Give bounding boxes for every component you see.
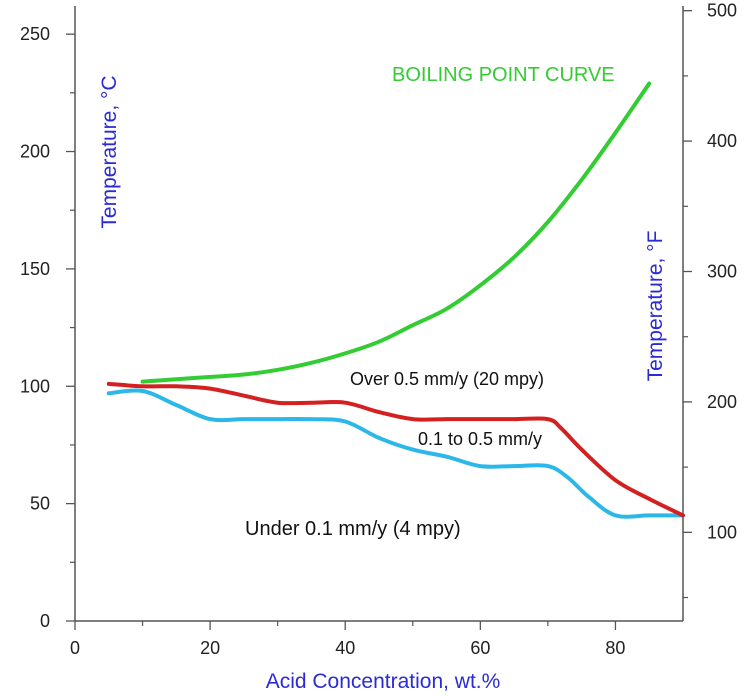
y-right-tick-label: 200 xyxy=(707,392,737,412)
y-tick-label: 100 xyxy=(20,376,50,396)
x-tick-label: 20 xyxy=(200,638,220,658)
series-layer xyxy=(106,81,685,519)
y-tick-label: 50 xyxy=(30,494,50,514)
x-tick-label: 60 xyxy=(470,638,490,658)
y-tick-label: 200 xyxy=(20,142,50,162)
x-tick-label: 40 xyxy=(335,638,355,658)
annotation-mid: 0.1 to 0.5 mm/y xyxy=(418,429,542,449)
y-right-tick-label: 400 xyxy=(707,131,737,151)
corrosion-rate-0-1-curve xyxy=(106,388,685,519)
annotation-under: Under 0.1 mm/y (4 mpy) xyxy=(245,518,461,540)
y-right-tick-label: 500 xyxy=(707,1,737,21)
tick-labels: 0 20 40 60 80 0 50 100 150 200 250 100 200 300 400 500 xyxy=(20,1,737,658)
axes xyxy=(74,6,684,622)
ticks xyxy=(66,10,692,630)
x-tick-label: 0 xyxy=(70,638,80,658)
boiling-point-curve xyxy=(140,81,652,384)
x-tick-label: 80 xyxy=(605,638,625,658)
x-axis-title: Acid Concentration, wt.% xyxy=(266,670,501,693)
y-tick-label: 0 xyxy=(40,611,50,631)
y-axis-title-left: Temperature, °C xyxy=(98,75,121,228)
y-tick-label: 150 xyxy=(20,259,50,279)
annotation-over: Over 0.5 mm/y (20 mpy) xyxy=(350,369,544,389)
y-right-tick-label: 100 xyxy=(707,522,737,542)
y-axis-title-right: Temperature, °F xyxy=(644,231,667,382)
annotation-boiling-point: BOILING POINT CURVE xyxy=(392,64,615,86)
y-right-tick-label: 300 xyxy=(707,262,737,282)
corrosion-rate-0-5-curve xyxy=(106,381,685,518)
y-tick-label: 250 xyxy=(20,24,50,44)
